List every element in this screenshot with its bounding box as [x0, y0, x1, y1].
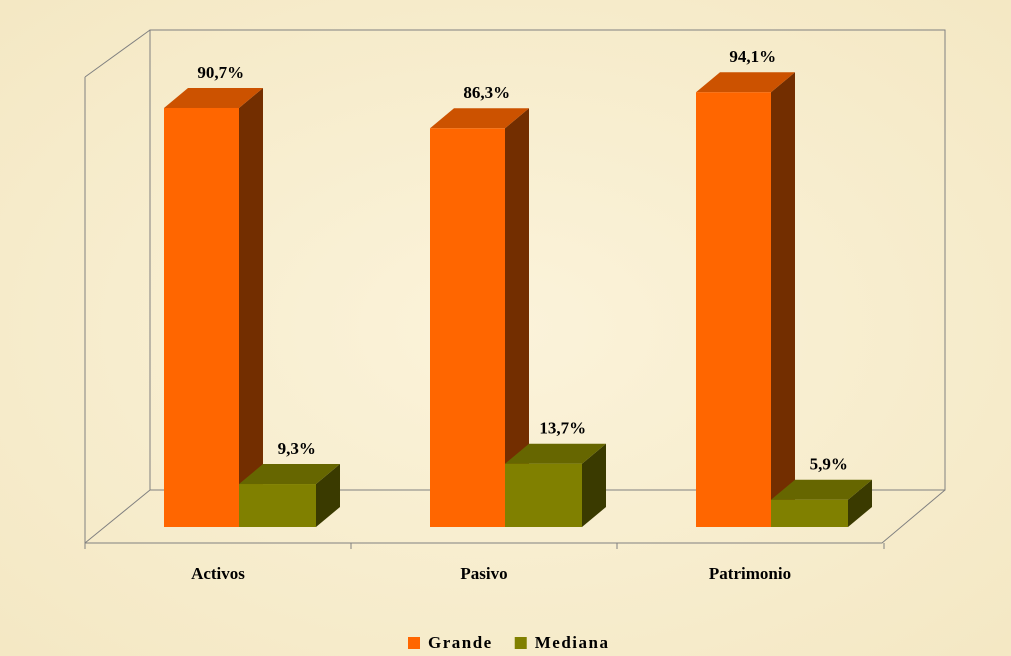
bar-front [239, 484, 316, 527]
data-label: 86,3% [463, 83, 510, 102]
bar-top [164, 87, 263, 108]
bars [164, 72, 872, 528]
bar [164, 87, 263, 527]
data-label: 5,9% [810, 455, 848, 474]
bar-side [848, 479, 872, 527]
bar-top [696, 72, 795, 93]
bar [239, 464, 340, 527]
legend-swatch [514, 637, 527, 649]
bar-side [771, 72, 795, 528]
data-label: 9,3% [278, 439, 316, 458]
bar-side [316, 464, 340, 527]
x-tick-label: Pasivo [460, 564, 507, 583]
x-tick-label: Patrimonio [709, 564, 791, 583]
bar-front [430, 128, 505, 527]
legend-label: Mediana [535, 633, 610, 652]
bar-front [696, 92, 771, 528]
legend-swatch [408, 637, 420, 649]
data-label: 94,1% [729, 47, 776, 66]
x-tick-label: Activos [191, 564, 245, 583]
bar [771, 479, 872, 527]
bar [696, 72, 795, 528]
bar-side [505, 108, 529, 527]
bar-top [771, 479, 872, 500]
bar-side [582, 443, 606, 527]
bar-top [505, 443, 606, 464]
bar-front [505, 463, 582, 527]
bar-top [239, 464, 340, 485]
legend-label: Grande [428, 633, 493, 652]
bar-side [239, 87, 263, 527]
bar-front [771, 499, 848, 527]
data-label: 90,7% [197, 63, 244, 82]
data-label: 13,7% [539, 419, 586, 438]
bar-top [430, 108, 529, 129]
bar [430, 108, 529, 527]
bar-front [164, 107, 239, 527]
bar [505, 443, 606, 527]
